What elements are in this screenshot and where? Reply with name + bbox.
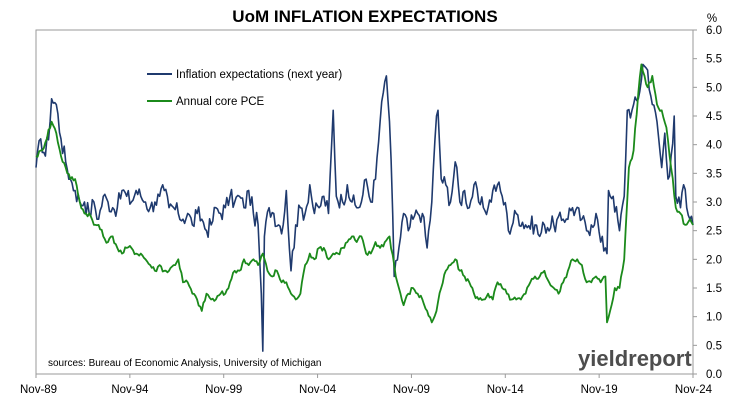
y-tick-label: 4.0 <box>706 140 722 152</box>
series-line-core-pce <box>35 63 694 324</box>
chart-title: UoM INFLATION EXPECTATIONS <box>232 7 497 26</box>
y-tick-label: 2.0 <box>706 254 722 266</box>
x-tick-label: Nov-19 <box>581 384 618 396</box>
y-tick-label: 2.5 <box>706 226 722 238</box>
x-tick-label: Nov-14 <box>487 384 525 396</box>
y-tick-label: 1.5 <box>706 283 722 295</box>
legend: Inflation expectations (next year) Annua… <box>147 69 342 108</box>
y-tick-label: 0.0 <box>706 369 722 381</box>
x-tick-label: Nov-04 <box>299 384 337 396</box>
x-tick-label: Nov-89 <box>20 384 57 396</box>
y-tick-label: 6.0 <box>706 25 722 37</box>
y-tick-label: 3.0 <box>706 197 722 209</box>
y-tick-label: 5.0 <box>706 82 722 94</box>
y-tick-label: 5.5 <box>706 54 722 66</box>
y-tick-label: 1.0 <box>706 312 722 324</box>
series-layer <box>35 63 694 352</box>
y-tick-label: 0.5 <box>706 340 722 352</box>
axis-layer: 0.0 0.5 1.0 1.5 2.0 2.5 3.0 3.5 4.0 4.5 5.0 5.5 6.0 N… <box>20 25 722 396</box>
x-tick-label: Nov-24 <box>675 384 713 396</box>
x-tick-label: Nov-99 <box>205 384 242 396</box>
plot-frame <box>35 29 694 375</box>
y-tick-label: 3.5 <box>706 168 722 180</box>
source-note: sources: Bureau of Economic Analysis, Un… <box>48 358 321 369</box>
legend-label-inflation-expectations: Inflation expectations (next year) <box>176 69 342 81</box>
series-line-inflation-expectations <box>35 63 694 352</box>
legend-label-core-pce: Annual core PCE <box>176 96 265 108</box>
watermark-logo: yieldreport <box>578 346 692 371</box>
y-tick-label: 4.5 <box>706 111 722 123</box>
x-tick-label: Nov-09 <box>393 384 430 396</box>
y-axis-unit: % <box>707 13 717 25</box>
x-tick-label: Nov-94 <box>111 384 149 396</box>
